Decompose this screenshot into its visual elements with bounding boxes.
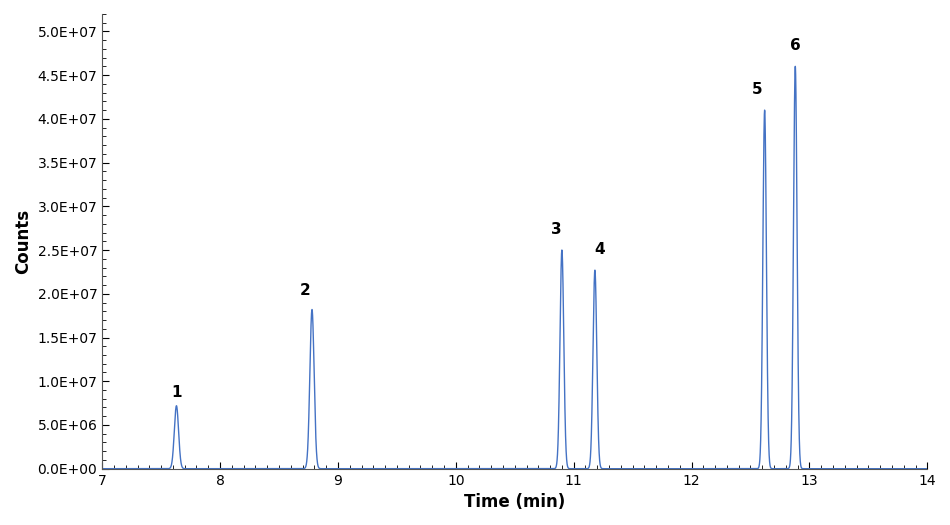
Text: 6: 6 <box>789 38 801 53</box>
Text: 4: 4 <box>595 242 605 257</box>
Text: 5: 5 <box>752 82 763 97</box>
Text: 2: 2 <box>299 283 311 298</box>
Text: 1: 1 <box>171 385 181 401</box>
Y-axis label: Counts: Counts <box>14 209 32 274</box>
X-axis label: Time (min): Time (min) <box>465 493 565 511</box>
Text: 3: 3 <box>551 222 561 237</box>
